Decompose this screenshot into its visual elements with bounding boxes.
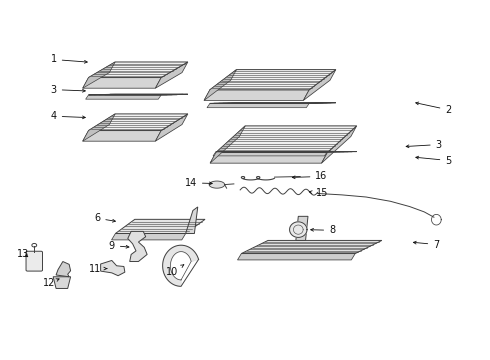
Polygon shape (290, 222, 307, 237)
Polygon shape (163, 245, 198, 286)
Polygon shape (155, 114, 188, 141)
Text: 4: 4 (50, 111, 85, 121)
Polygon shape (186, 207, 198, 234)
Polygon shape (303, 69, 336, 100)
Polygon shape (296, 216, 308, 240)
Polygon shape (155, 62, 188, 88)
Polygon shape (89, 114, 188, 131)
Text: 3: 3 (406, 140, 442, 149)
Text: 14: 14 (185, 178, 212, 188)
Text: 10: 10 (166, 265, 184, 277)
Polygon shape (128, 231, 147, 261)
Polygon shape (210, 69, 336, 90)
Polygon shape (213, 152, 327, 156)
Polygon shape (53, 277, 71, 288)
Text: 1: 1 (50, 54, 87, 64)
Polygon shape (83, 77, 161, 88)
Text: 13: 13 (17, 249, 29, 259)
Text: 3: 3 (50, 85, 85, 95)
Polygon shape (209, 181, 224, 188)
Polygon shape (210, 126, 245, 163)
Polygon shape (204, 69, 237, 100)
Polygon shape (321, 126, 357, 163)
Text: 9: 9 (109, 240, 129, 251)
Polygon shape (83, 114, 115, 141)
Polygon shape (56, 261, 71, 277)
Polygon shape (83, 62, 115, 88)
FancyBboxPatch shape (26, 251, 43, 271)
Polygon shape (83, 131, 161, 141)
Text: 7: 7 (414, 239, 440, 249)
Text: 5: 5 (416, 156, 452, 166)
Text: 15: 15 (309, 189, 329, 198)
Polygon shape (216, 126, 357, 153)
Polygon shape (242, 240, 382, 253)
Text: 11: 11 (89, 264, 107, 274)
Text: 16: 16 (293, 171, 328, 181)
Polygon shape (100, 260, 125, 276)
Polygon shape (210, 153, 327, 163)
Text: 12: 12 (43, 279, 59, 288)
Polygon shape (89, 94, 188, 95)
Polygon shape (116, 219, 205, 234)
Text: 2: 2 (416, 102, 452, 115)
Text: 6: 6 (94, 213, 115, 223)
Polygon shape (238, 253, 355, 260)
Polygon shape (204, 90, 309, 100)
Text: 8: 8 (311, 225, 335, 235)
Polygon shape (89, 62, 188, 77)
Polygon shape (207, 103, 309, 108)
Polygon shape (86, 95, 161, 99)
Polygon shape (112, 234, 186, 240)
